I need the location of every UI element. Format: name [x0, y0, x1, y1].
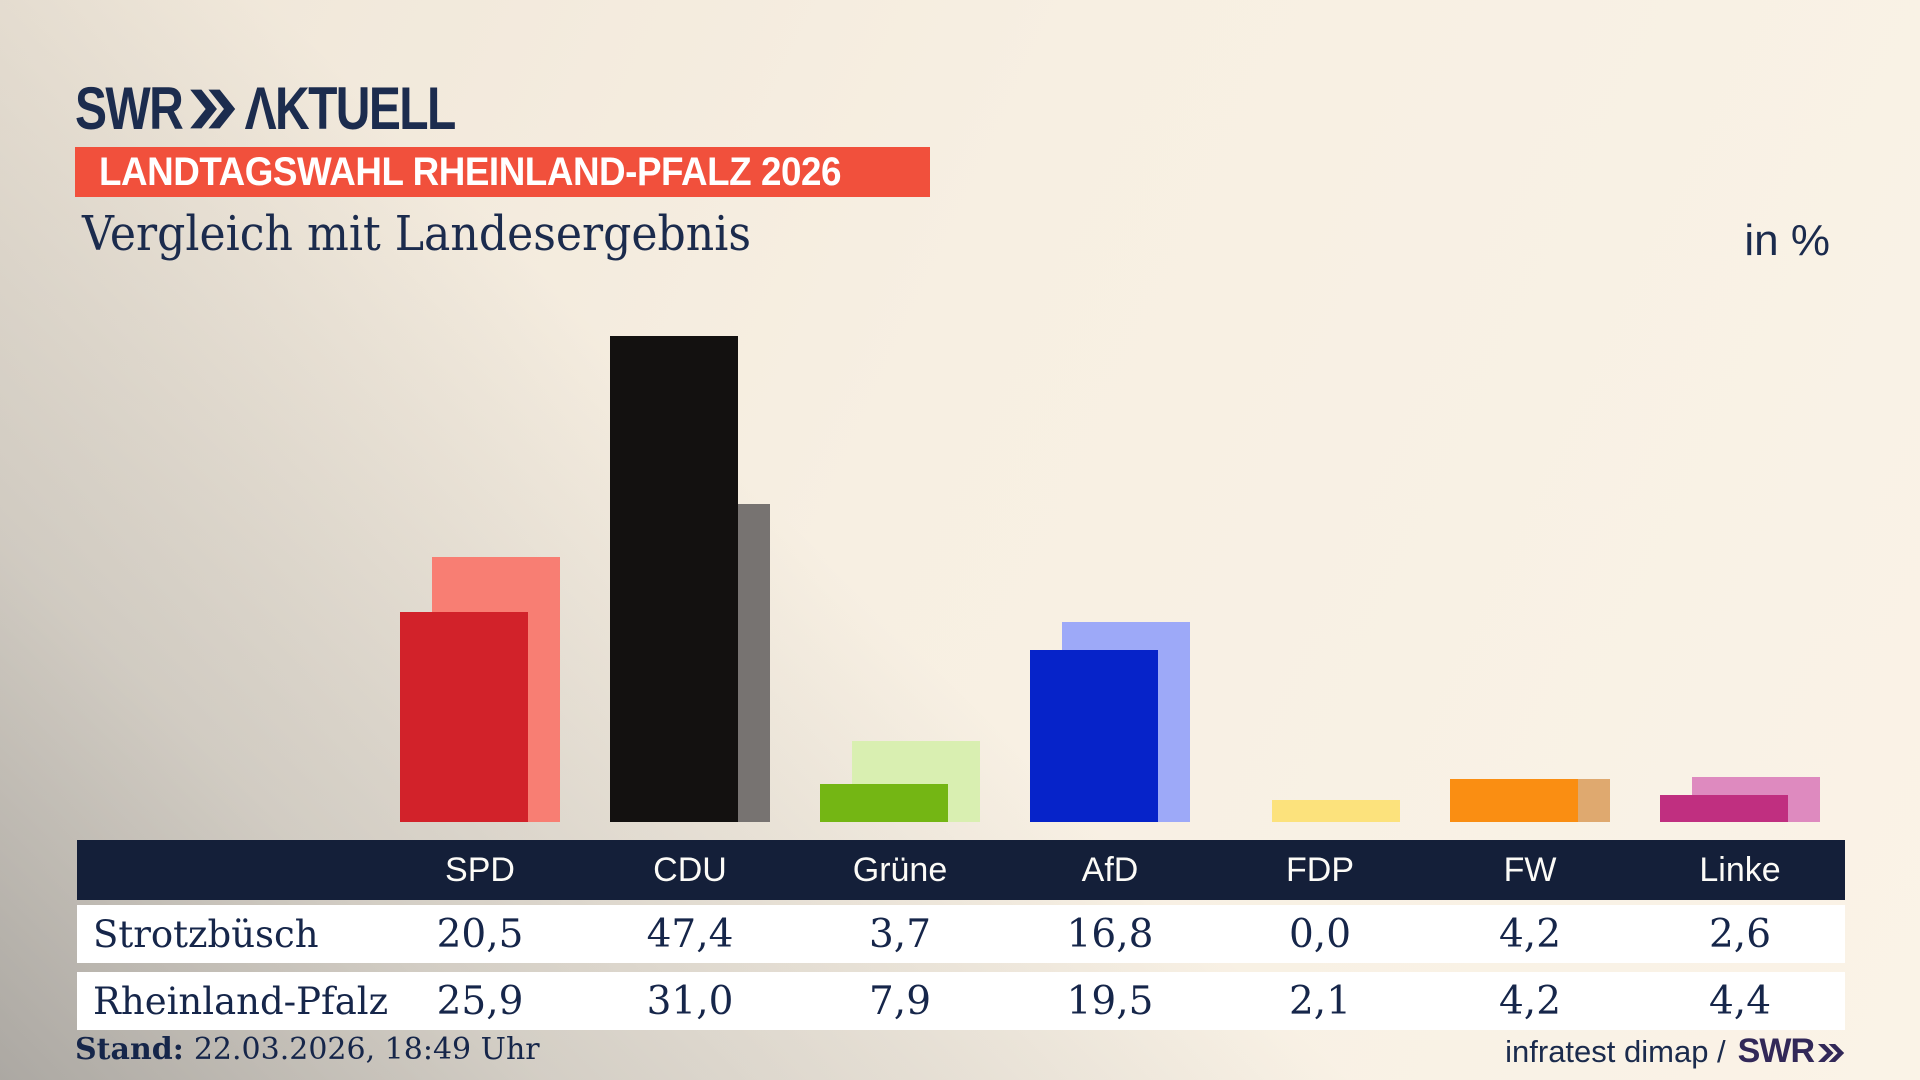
- table-header-row: SPD CDU Grüne AfD FDP FW Linke: [77, 840, 1845, 900]
- table-header-fdp: FDP: [1286, 850, 1354, 889]
- bar-grüne-strotzbüsch: [820, 784, 948, 822]
- unit-label: in %: [1744, 216, 1830, 265]
- cell-fw: 4,2: [1498, 978, 1562, 1024]
- chart-title: Vergleich mit Landesergebnis: [82, 206, 752, 262]
- cell-spd: 20,5: [436, 911, 524, 957]
- bar-group-fw: [1450, 202, 1610, 822]
- swr-chevrons-icon: [190, 89, 236, 129]
- bar-cdu-strotzbüsch: [610, 336, 738, 822]
- source-line: infratest dimap / SWR: [1505, 1032, 1845, 1071]
- source-swr-logo: SWR: [1738, 1032, 1845, 1071]
- cell-fdp: 0,0: [1288, 911, 1352, 957]
- row-label: Rheinland-Pfalz: [93, 979, 389, 1023]
- table-header-afd: AfD: [1081, 850, 1139, 889]
- bar-group-afd: [1030, 202, 1190, 822]
- cell-fdp: 2,1: [1288, 978, 1352, 1024]
- table-header-linke: Linke: [1699, 850, 1781, 889]
- cell-afd: 16,8: [1066, 911, 1154, 957]
- cell-afd: 19,5: [1066, 978, 1154, 1024]
- bar-group-spd: [400, 202, 560, 822]
- swr-wordmark-small: SWR: [1737, 1032, 1815, 1070]
- cell-cdu: 47,4: [646, 911, 734, 957]
- source-text: infratest dimap /: [1505, 1033, 1726, 1069]
- aktuell-wordmark: ΛKTUELL: [244, 75, 457, 142]
- bar-spd-strotzbüsch: [400, 612, 528, 822]
- table-header-cdu: CDU: [653, 850, 727, 889]
- cell-linke: 4,4: [1708, 978, 1772, 1024]
- stand-label: Stand:: [75, 1032, 184, 1067]
- table-header-fw: FW: [1503, 850, 1557, 889]
- swr-wordmark: SWR: [75, 75, 184, 142]
- timestamp-line: Stand: 22.03.2026, 18:49 Uhr: [75, 1032, 540, 1067]
- table-row-strotzbuesch: Strotzbüsch 20,5 47,4 3,7 16,8 0,0 4,2 2…: [77, 905, 1845, 963]
- swr-chevrons-icon: [1818, 1032, 1845, 1071]
- cell-gruene: 3,7: [868, 911, 932, 957]
- table-header-spd: SPD: [445, 850, 515, 889]
- table-header-gruene: Grüne: [852, 850, 948, 889]
- election-badge-label: LANDTAGSWAHL RHEINLAND-PFALZ 2026: [99, 149, 841, 194]
- bar-afd-strotzbüsch: [1030, 650, 1158, 822]
- bar-group-fdp: [1240, 202, 1400, 822]
- cell-linke: 2,6: [1708, 911, 1772, 957]
- cell-spd: 25,9: [436, 978, 524, 1024]
- bar-fdp-rheinland-pfalz: [1272, 800, 1400, 822]
- cell-fw: 4,2: [1498, 911, 1562, 957]
- bar-fw-strotzbüsch: [1450, 779, 1578, 822]
- results-table: SPD CDU Grüne AfD FDP FW Linke Strotzbüs…: [77, 840, 1845, 1030]
- bar-group-cdu: [610, 202, 770, 822]
- bar-linke-strotzbüsch: [1660, 795, 1788, 822]
- swr-aktuell-logo: SWR ΛKTUELL: [75, 74, 457, 143]
- cell-cdu: 31,0: [646, 978, 734, 1024]
- row-label: Strotzbüsch: [93, 912, 319, 956]
- table-row-rheinland-pfalz: Rheinland-Pfalz 25,9 31,0 7,9 19,5 2,1 4…: [77, 972, 1845, 1030]
- bar-group-linke: [1660, 202, 1820, 822]
- cell-gruene: 7,9: [868, 978, 932, 1024]
- election-badge: LANDTAGSWAHL RHEINLAND-PFALZ 2026: [75, 147, 930, 197]
- bar-group-grüne: [820, 202, 980, 822]
- stand-value: 22.03.2026, 18:49 Uhr: [193, 1032, 540, 1067]
